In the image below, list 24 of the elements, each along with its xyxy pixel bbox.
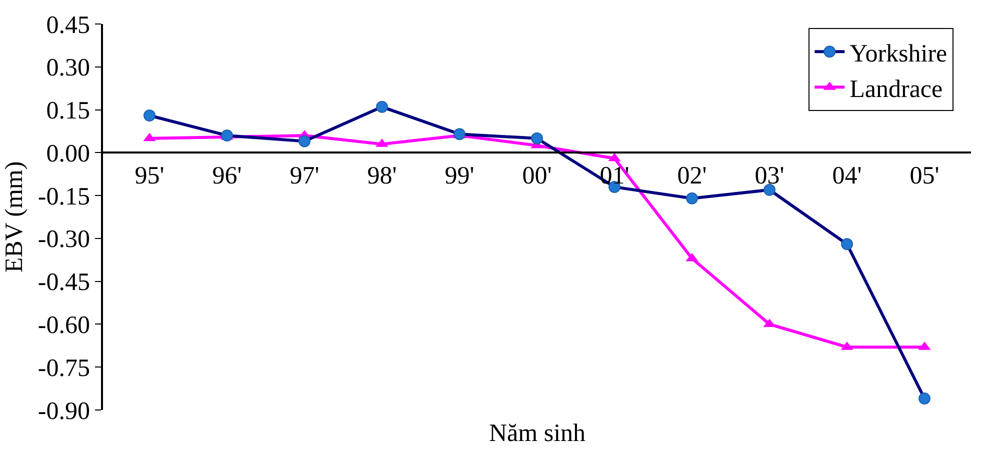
y-tick-label: 0.00 (46, 140, 90, 168)
x-tick-label: 05' (910, 162, 940, 190)
y-tick-label: 0.45 (46, 12, 90, 39)
legend-label: Landrace (850, 76, 943, 103)
x-tick-label: 04' (832, 162, 862, 190)
y-tick-label: -0.45 (38, 269, 90, 296)
legend-label: Yorkshire (850, 40, 948, 68)
y-tick-label: -0.75 (38, 354, 90, 382)
x-tick-label: 02' (677, 162, 707, 190)
x-tick-label: 03' (754, 162, 784, 190)
y-tick-label: 0.15 (46, 98, 90, 125)
x-tick-label: 96' (212, 162, 242, 190)
y-axis-title: EBV (mm) (1, 161, 28, 273)
y-tick-label: -0.60 (38, 312, 90, 339)
y-tick-label: -0.15 (38, 183, 90, 210)
x-tick-label: 95' (134, 162, 164, 190)
x-tick-label: 98' (367, 162, 397, 190)
x-tick-label: 99' (444, 162, 474, 190)
x-axis-title: Năm sinh (489, 420, 586, 447)
y-tick-label: -0.30 (38, 226, 90, 254)
x-tick-label: 00' (522, 162, 552, 190)
x-tick-label: 97' (290, 162, 320, 190)
y-tick-label: -0.90 (38, 398, 90, 425)
y-tick-label: 0.30 (46, 54, 90, 82)
